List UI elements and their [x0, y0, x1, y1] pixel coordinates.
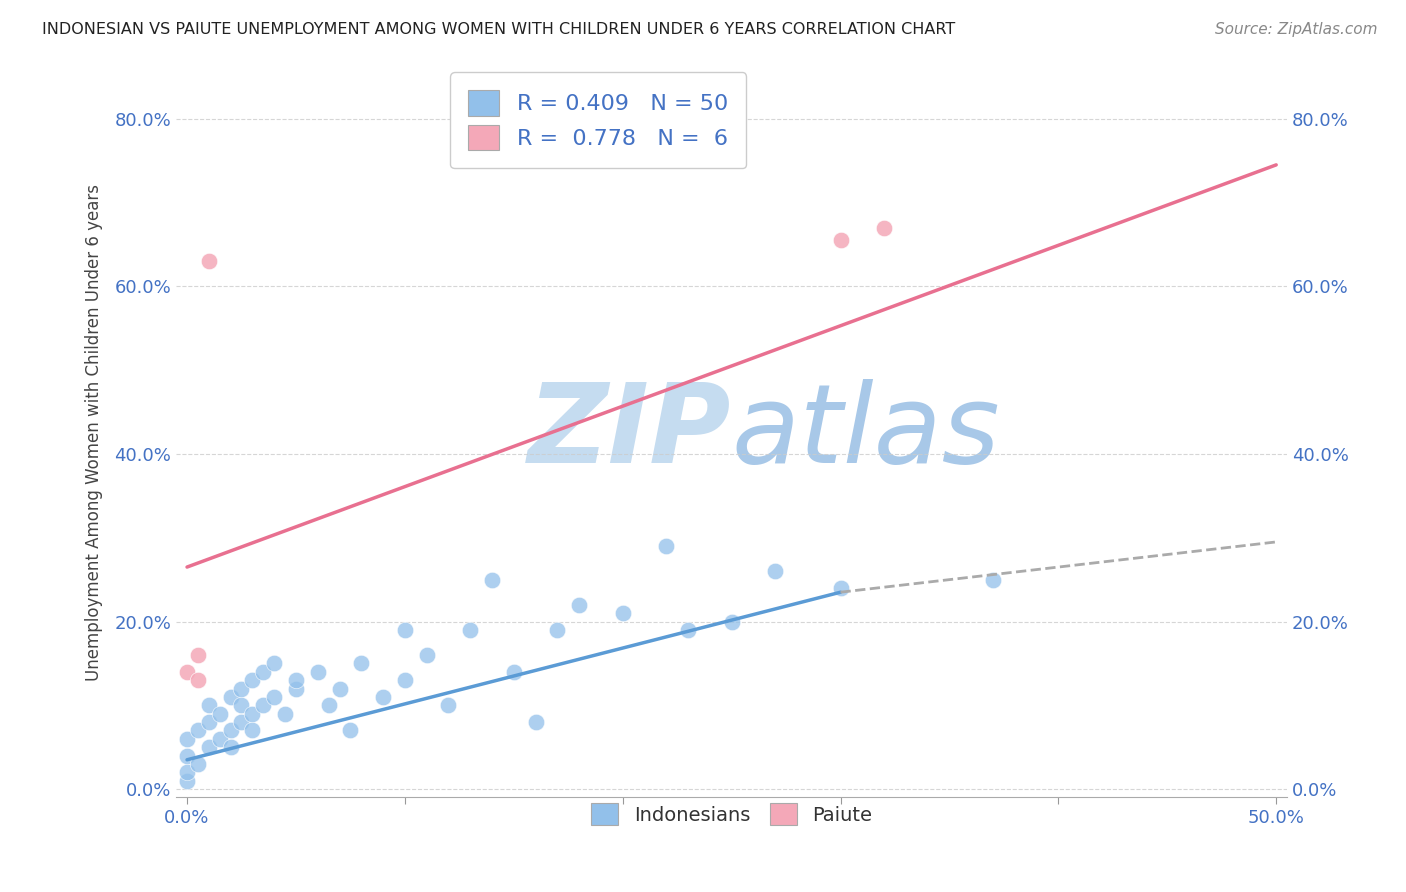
Point — [502, 665, 524, 679]
Point — [676, 623, 699, 637]
Point — [546, 623, 568, 637]
Point — [187, 723, 209, 738]
Point — [219, 740, 242, 755]
Point — [231, 714, 253, 729]
Point — [284, 681, 307, 696]
Point — [231, 698, 253, 713]
Point — [176, 765, 198, 780]
Point — [371, 690, 394, 704]
Point — [655, 539, 678, 553]
Point — [252, 665, 274, 679]
Point — [208, 731, 231, 746]
Point — [274, 706, 297, 721]
Point — [720, 615, 742, 629]
Point — [176, 731, 198, 746]
Point — [415, 648, 437, 662]
Point — [612, 606, 634, 620]
Point — [198, 698, 221, 713]
Point — [198, 714, 221, 729]
Point — [524, 714, 547, 729]
Point — [187, 648, 209, 662]
Text: ZIP: ZIP — [529, 379, 731, 486]
Point — [187, 673, 209, 688]
Point — [328, 681, 350, 696]
Point — [318, 698, 340, 713]
Point — [208, 706, 231, 721]
Point — [242, 706, 264, 721]
Point — [981, 573, 1004, 587]
Point — [350, 657, 373, 671]
Point — [873, 220, 896, 235]
Point — [219, 690, 242, 704]
Text: Source: ZipAtlas.com: Source: ZipAtlas.com — [1215, 22, 1378, 37]
Point — [284, 673, 307, 688]
Point — [339, 723, 361, 738]
Point — [176, 773, 198, 788]
Point — [307, 665, 329, 679]
Point — [252, 698, 274, 713]
Point — [176, 748, 198, 763]
Point — [830, 233, 852, 247]
Point — [231, 681, 253, 696]
Point — [458, 623, 481, 637]
Point — [481, 573, 503, 587]
Point — [263, 657, 285, 671]
Point — [198, 254, 221, 268]
Text: atlas: atlas — [731, 379, 1000, 486]
Point — [198, 740, 221, 755]
Point — [763, 564, 786, 578]
Point — [437, 698, 460, 713]
Point — [394, 673, 416, 688]
Point — [176, 665, 198, 679]
Y-axis label: Unemployment Among Women with Children Under 6 years: Unemployment Among Women with Children U… — [86, 185, 103, 681]
Legend: Indonesians, Paiute: Indonesians, Paiute — [581, 793, 882, 835]
Point — [568, 598, 591, 612]
Point — [263, 690, 285, 704]
Point — [242, 673, 264, 688]
Point — [219, 723, 242, 738]
Text: INDONESIAN VS PAIUTE UNEMPLOYMENT AMONG WOMEN WITH CHILDREN UNDER 6 YEARS CORREL: INDONESIAN VS PAIUTE UNEMPLOYMENT AMONG … — [42, 22, 956, 37]
Point — [394, 623, 416, 637]
Point — [830, 581, 852, 595]
Point — [187, 756, 209, 771]
Point — [242, 723, 264, 738]
